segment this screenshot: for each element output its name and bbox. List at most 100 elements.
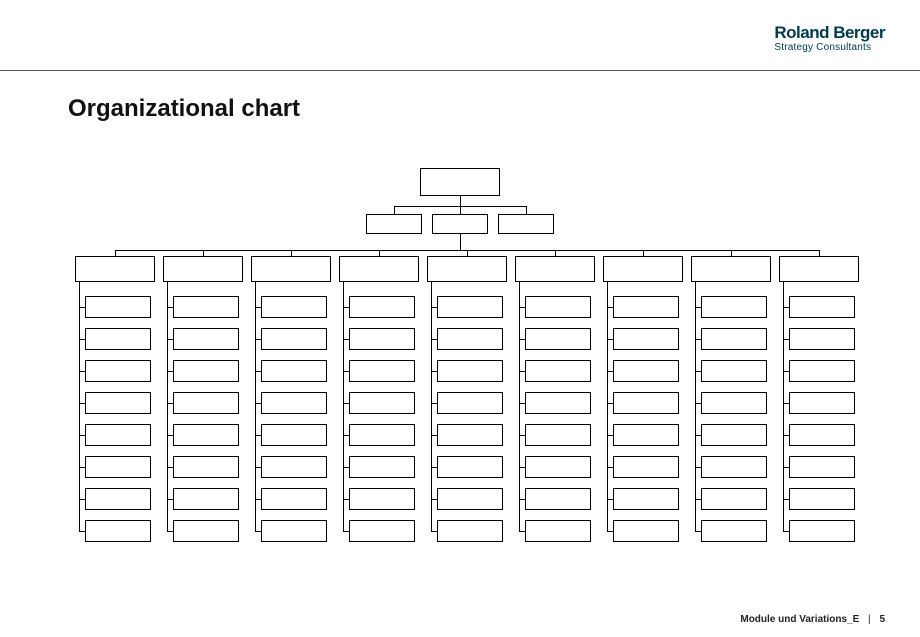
connector-v bbox=[115, 250, 116, 256]
connector-h bbox=[607, 499, 613, 500]
org-cell bbox=[173, 488, 239, 510]
connector-v bbox=[379, 250, 380, 256]
org-cell bbox=[525, 520, 591, 542]
connector-h bbox=[695, 467, 701, 468]
connector-h bbox=[519, 531, 525, 532]
connector-v bbox=[460, 234, 461, 250]
org-cell bbox=[85, 456, 151, 478]
connector-v bbox=[291, 250, 292, 256]
org-cell bbox=[525, 424, 591, 446]
org-cell bbox=[85, 424, 151, 446]
footer-separator: | bbox=[868, 614, 871, 625]
org-top-box bbox=[420, 168, 500, 196]
org-cell bbox=[437, 520, 503, 542]
org-cell bbox=[437, 488, 503, 510]
org-cell bbox=[789, 456, 855, 478]
org-cell bbox=[613, 456, 679, 478]
org-cell bbox=[437, 424, 503, 446]
connector-h bbox=[255, 403, 261, 404]
connector-h bbox=[607, 371, 613, 372]
org-cell bbox=[261, 296, 327, 318]
connector-h bbox=[79, 435, 85, 436]
connector-h bbox=[79, 403, 85, 404]
connector-h bbox=[607, 403, 613, 404]
connector-v bbox=[167, 282, 168, 531]
connector-h bbox=[695, 339, 701, 340]
connector-v bbox=[255, 282, 256, 531]
connector-h bbox=[343, 371, 349, 372]
connector-v bbox=[203, 250, 204, 256]
org-cell bbox=[701, 392, 767, 414]
org-cell bbox=[525, 328, 591, 350]
connector-h bbox=[695, 371, 701, 372]
connector-h bbox=[431, 531, 437, 532]
org-cell bbox=[613, 392, 679, 414]
org-cell bbox=[613, 520, 679, 542]
org-cell bbox=[261, 488, 327, 510]
connector-h bbox=[79, 371, 85, 372]
org-column-header bbox=[427, 256, 507, 282]
connector-h bbox=[79, 307, 85, 308]
connector-h bbox=[343, 403, 349, 404]
org-cell bbox=[85, 328, 151, 350]
org-cell bbox=[789, 360, 855, 382]
page-title: Organizational chart bbox=[68, 95, 300, 123]
org-cell bbox=[789, 296, 855, 318]
connector-h bbox=[695, 499, 701, 500]
connector-h bbox=[343, 531, 349, 532]
org-cell bbox=[261, 392, 327, 414]
connector-v bbox=[467, 250, 468, 256]
connector-h bbox=[255, 467, 261, 468]
org-cell bbox=[437, 296, 503, 318]
org-column-header bbox=[75, 256, 155, 282]
connector-v bbox=[643, 250, 644, 256]
org-cell bbox=[173, 328, 239, 350]
org-cell bbox=[349, 520, 415, 542]
connector-h bbox=[431, 467, 437, 468]
connector-h bbox=[695, 307, 701, 308]
footer-page-number: 5 bbox=[879, 614, 885, 625]
org-cell bbox=[173, 392, 239, 414]
org-cell bbox=[789, 520, 855, 542]
connector-h bbox=[79, 467, 85, 468]
connector-h bbox=[607, 467, 613, 468]
connector-h bbox=[343, 339, 349, 340]
org-cell bbox=[85, 488, 151, 510]
connector-h bbox=[167, 403, 173, 404]
org-cell bbox=[349, 488, 415, 510]
connector-h bbox=[695, 435, 701, 436]
connector-v bbox=[343, 282, 344, 531]
org-cell bbox=[525, 360, 591, 382]
connector-h bbox=[255, 435, 261, 436]
logo-sub-text: Strategy Consultants bbox=[774, 42, 885, 53]
org-cell bbox=[173, 360, 239, 382]
org-cell bbox=[85, 360, 151, 382]
org-cell bbox=[349, 296, 415, 318]
org-cell bbox=[613, 328, 679, 350]
org-cell bbox=[613, 488, 679, 510]
org-cell bbox=[85, 296, 151, 318]
connector-h bbox=[783, 435, 789, 436]
org-cell bbox=[789, 488, 855, 510]
org-cell bbox=[437, 392, 503, 414]
org-cell bbox=[349, 392, 415, 414]
org-cell bbox=[789, 424, 855, 446]
org-cell bbox=[701, 360, 767, 382]
org-chart bbox=[60, 168, 892, 597]
org-cell bbox=[261, 328, 327, 350]
org-cell bbox=[261, 424, 327, 446]
logo: Roland Berger Strategy Consultants bbox=[774, 24, 885, 53]
connector-h bbox=[607, 307, 613, 308]
connector-v bbox=[79, 282, 80, 531]
org-second-box bbox=[498, 214, 554, 234]
org-cell bbox=[85, 520, 151, 542]
org-cell bbox=[349, 328, 415, 350]
connector-h bbox=[167, 435, 173, 436]
org-cell bbox=[525, 392, 591, 414]
org-cell bbox=[437, 360, 503, 382]
connector-h bbox=[343, 467, 349, 468]
org-cell bbox=[525, 296, 591, 318]
connector-h bbox=[167, 467, 173, 468]
org-column-header bbox=[339, 256, 419, 282]
org-column-header bbox=[779, 256, 859, 282]
